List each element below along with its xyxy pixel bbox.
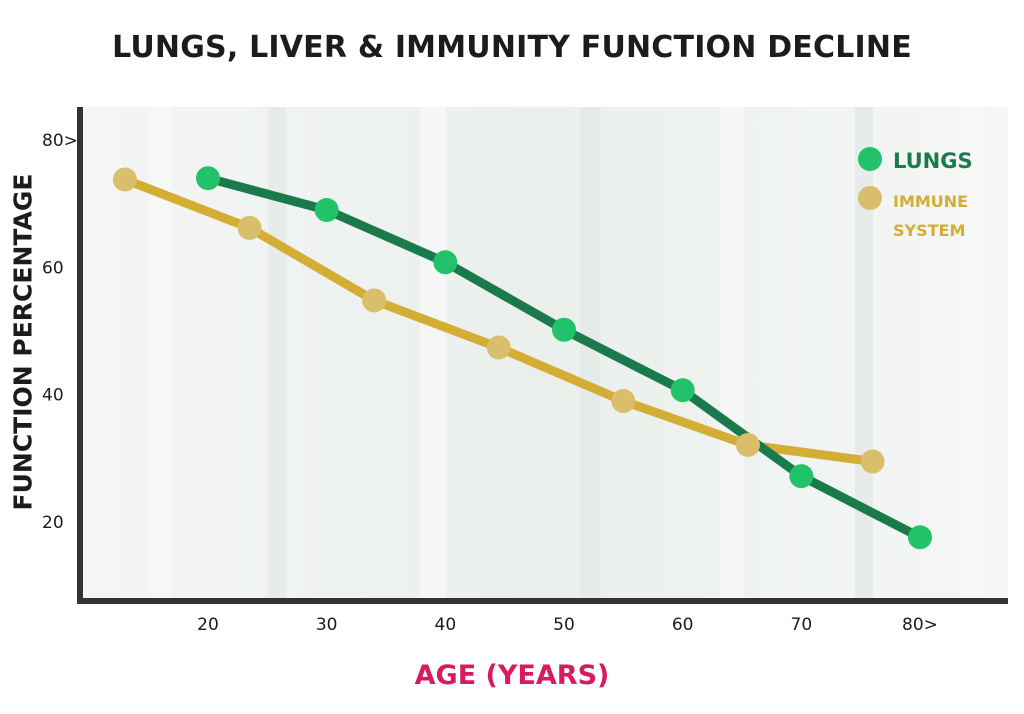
immune-system-data-point bbox=[860, 449, 885, 474]
immune-system-data-point bbox=[112, 167, 137, 192]
y-tick-label: 80> bbox=[42, 131, 78, 151]
immune-system-data-point bbox=[735, 432, 760, 457]
lungs-data-point bbox=[314, 198, 339, 223]
x-tick-label: 70 bbox=[791, 615, 813, 635]
x-tick-label: 30 bbox=[316, 615, 338, 635]
x-tick-label: 60 bbox=[672, 615, 694, 635]
background-streak bbox=[855, 107, 873, 601]
background-pattern bbox=[150, 107, 982, 601]
legend-immune-label: IMMUNE SYSTEM bbox=[893, 192, 968, 240]
lungs-data-point bbox=[552, 317, 576, 342]
background-streak bbox=[720, 107, 744, 601]
background-streak bbox=[420, 107, 446, 601]
background-streak bbox=[150, 107, 172, 601]
background-streak bbox=[268, 107, 286, 601]
background-streak bbox=[580, 107, 600, 601]
legend-immune-marker bbox=[858, 186, 882, 210]
legend-lungs-marker bbox=[858, 147, 882, 171]
y-tick-label: 60 bbox=[42, 258, 64, 278]
x-tick-label: 20 bbox=[197, 615, 219, 635]
x-tick-label: 40 bbox=[435, 615, 457, 635]
lungs-data-point bbox=[196, 166, 220, 191]
x-axis-label: AGE (YEARS) bbox=[414, 660, 610, 691]
chart-title: LUNGS, LIVER & IMMUNITY FUNCTION DECLINE bbox=[112, 30, 912, 65]
immune-system-data-point bbox=[237, 215, 262, 240]
lungs-data-point bbox=[789, 464, 814, 489]
x-tick-label: 50 bbox=[553, 615, 575, 635]
legend: LUNGS IMMUNE SYSTEM bbox=[858, 147, 973, 240]
lungs-data-point bbox=[670, 378, 695, 403]
immune-system-data-point bbox=[486, 335, 511, 360]
x-tick-label: 80> bbox=[902, 615, 938, 635]
immune-system-data-point bbox=[362, 288, 387, 313]
background-streak bbox=[960, 107, 982, 601]
legend-lungs-label: LUNGS bbox=[893, 149, 973, 173]
y-tick-label: 20 bbox=[42, 513, 64, 533]
lungs-data-point bbox=[433, 250, 458, 275]
lungs-data-point bbox=[908, 525, 932, 550]
y-tick-label: 40 bbox=[42, 386, 64, 406]
immune-system-data-point bbox=[611, 389, 636, 414]
